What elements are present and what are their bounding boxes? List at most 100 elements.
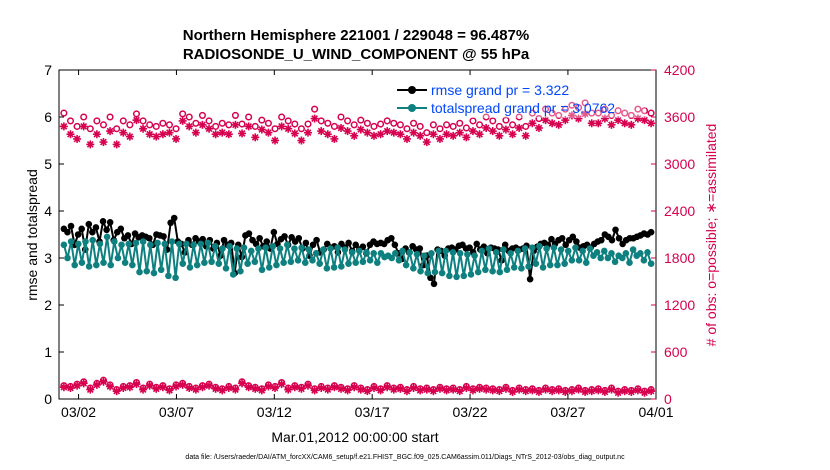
data-point-possible [231, 111, 239, 119]
data-point-possible [607, 111, 616, 119]
data-point-possible-low [588, 386, 596, 394]
data-point-possible [416, 122, 424, 130]
data-point-assimilated [482, 123, 491, 132]
data-point-totalspread [219, 245, 226, 252]
data-point-assimilated [66, 130, 75, 139]
data-point-totalspread [157, 266, 165, 274]
legend-marker-totalspread [408, 104, 416, 112]
data-point-rmse [263, 238, 271, 245]
data-point-possible [198, 111, 206, 119]
data-point-assimilated [402, 134, 411, 143]
data-point-rmse [92, 224, 100, 231]
data-point-possible [568, 101, 576, 109]
data-point-totalspread [208, 258, 215, 266]
y-right-tick-label: 2400 [664, 203, 695, 219]
data-point-possible [278, 113, 286, 121]
data-point-possible [403, 125, 411, 133]
data-point-totalspread [435, 247, 442, 255]
data-point-possible [317, 117, 325, 125]
data-point-totalspread [352, 259, 359, 267]
data-point-assimilated [640, 116, 649, 125]
data-point-totalspread [420, 252, 428, 259]
data-point-totalspread [500, 246, 507, 253]
data-point-assimilated [119, 128, 128, 137]
data-point-possible [86, 125, 94, 133]
y-tick-label: 2 [44, 297, 52, 313]
data-point-possible [410, 119, 418, 127]
data-point-assimilated [132, 116, 141, 125]
data-point-totalspread [496, 268, 504, 276]
data-point-totalspread [532, 260, 540, 267]
y-right-tick-label: 1800 [664, 250, 695, 266]
data-point-possible [165, 121, 174, 129]
data-point-possible-low [410, 382, 418, 391]
data-point-rmse [220, 236, 228, 244]
data-point-assimilated [409, 128, 418, 137]
data-point-assimilated [304, 128, 313, 137]
y-right-tick-label: 3000 [664, 156, 695, 172]
data-point-totalspread [467, 271, 475, 278]
legend-entry-rmse: rmse grand pr = 3.322 [431, 82, 569, 98]
data-point-assimilated [337, 123, 346, 132]
data-point-assimilated-low [369, 384, 378, 393]
data-point-assimilated [416, 131, 425, 140]
data-point-possible-low [93, 379, 101, 387]
data-point-totalspread [608, 250, 615, 257]
data-point-totalspread [96, 240, 104, 248]
data-point-possible [350, 121, 358, 129]
data-point-assimilated [567, 111, 576, 120]
data-point-rmse [352, 241, 360, 249]
data-point-possible-low [251, 383, 259, 391]
plot-area-frame [58, 69, 657, 400]
data-point-possible [363, 119, 371, 127]
data-point-rmse [388, 234, 395, 242]
data-point-possible [271, 125, 279, 133]
data-point-assimilated [607, 120, 616, 129]
data-point-possible [205, 117, 213, 125]
data-point-totalspread [139, 238, 147, 245]
data-point-assimilated [363, 128, 372, 137]
data-point-assimilated [647, 119, 656, 128]
data-point-totalspread [399, 247, 406, 255]
data-point-possible-low [647, 386, 655, 394]
data-point-possible [344, 117, 352, 125]
data-point-totalspread [518, 265, 525, 272]
data-point-totalspread [93, 261, 100, 269]
data-point-assimilated [449, 131, 458, 140]
data-point-assimilated [92, 130, 101, 139]
data-point-totalspread [255, 245, 262, 252]
data-point-possible-low [594, 385, 602, 393]
data-point-totalspread [431, 268, 439, 276]
data-point-assimilated [211, 130, 220, 139]
data-point-possible [621, 109, 629, 117]
y-right-tick-label: 3600 [664, 109, 695, 125]
data-point-possible-low [462, 382, 470, 391]
data-point-totalspread [100, 259, 107, 267]
data-point-totalspread [593, 249, 601, 256]
chart-subtitle: RADIOSONDE_U_WIND_COMPONENT @ 55 hPa [183, 46, 530, 63]
data-point-totalspread [334, 244, 341, 251]
data-point-totalspread [276, 245, 284, 252]
data-point-rmse [612, 226, 619, 234]
data-point-possible [311, 105, 319, 113]
data-point-possible [614, 107, 622, 115]
series-assimilated [59, 109, 656, 149]
data-point-rmse [170, 214, 178, 222]
data-point-possible [462, 124, 470, 132]
data-point-totalspread [485, 245, 493, 252]
data-point-totalspread [640, 257, 648, 264]
data-point-possible-low [357, 384, 365, 392]
data-point-possible-low [324, 384, 332, 392]
data-point-assimilated [231, 120, 240, 129]
data-point-rmse [89, 228, 96, 236]
series-possible-low [60, 376, 655, 395]
data-point-totalspread [366, 257, 374, 264]
data-point-totalspread [107, 261, 115, 269]
data-point-assimilated [495, 131, 504, 140]
data-point-possible-low [185, 382, 193, 391]
x-tick-label: 03/17 [355, 404, 390, 420]
data-point-assimilated [198, 120, 207, 129]
data-point-possible [179, 110, 187, 118]
data-point-possible-low [515, 384, 523, 392]
data-point-totalspread [406, 249, 414, 256]
